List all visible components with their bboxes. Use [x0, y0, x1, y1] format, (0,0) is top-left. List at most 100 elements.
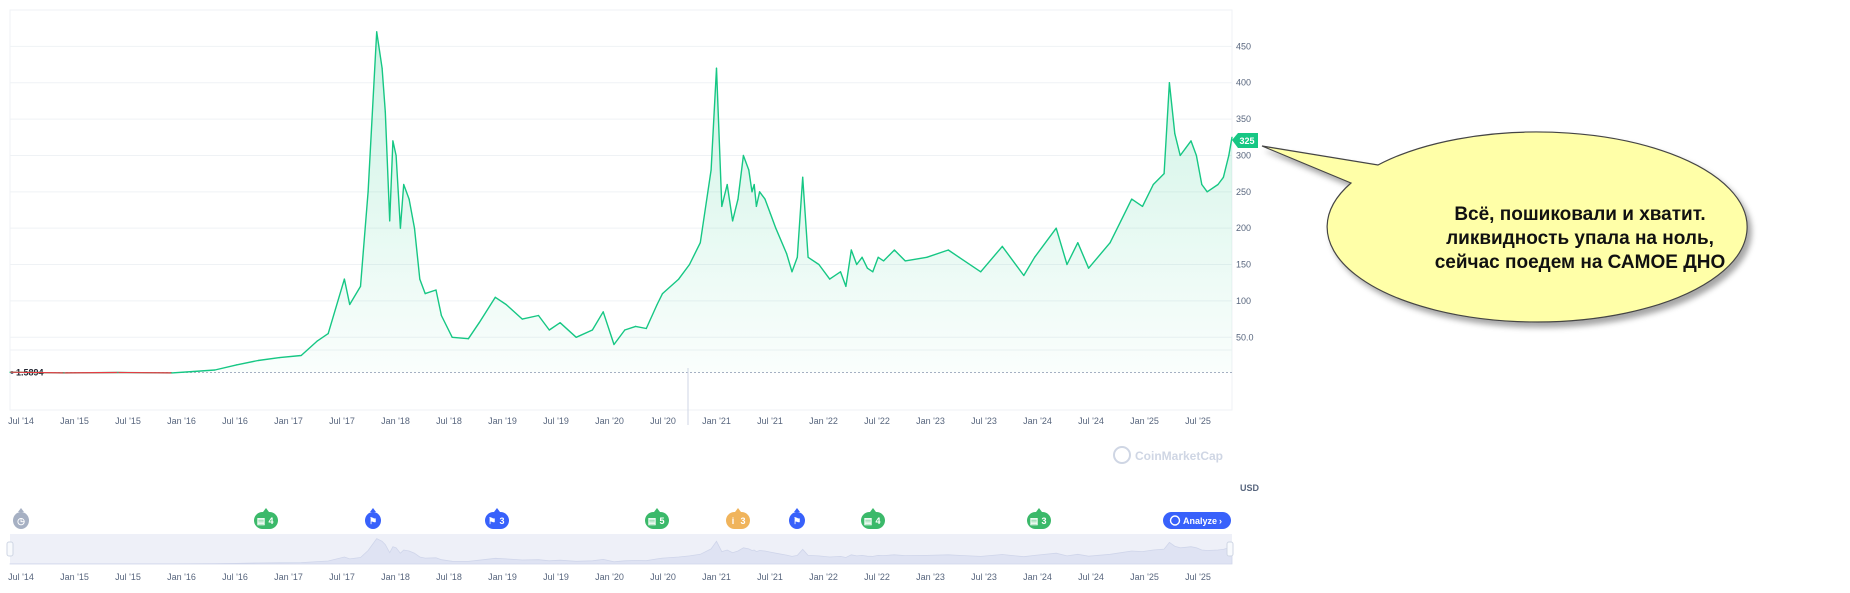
speech-bubble-line-1: Всё, пошиковали и хватит.	[1454, 204, 1705, 225]
event-marker-bg[interactable]	[254, 512, 278, 529]
event-marker-bg[interactable]	[13, 512, 29, 529]
price-point	[395, 154, 397, 157]
price-point	[1228, 154, 1230, 157]
event-marker-bg[interactable]	[789, 512, 805, 529]
price-point	[1034, 256, 1036, 258]
x-tick-label: Jul '20	[650, 416, 676, 426]
event-marker-flag[interactable]: ⚑	[365, 508, 381, 529]
event-marker-pointer	[370, 508, 376, 512]
price-point	[726, 183, 728, 186]
event-marker-doc[interactable]: ▤ 3	[1027, 508, 1051, 529]
price-point	[624, 329, 626, 331]
current-price-value: 325	[1239, 136, 1254, 146]
price-point	[678, 278, 680, 280]
price-point	[839, 271, 842, 273]
navigator-x-axis: Jul '14 Jan '15 Jul '15 Jan '16 Jul '16 Jan '…	[8, 572, 1211, 582]
price-point	[872, 271, 874, 273]
event-marker-bg[interactable]	[365, 512, 381, 529]
price-point	[1066, 263, 1068, 266]
price-point	[775, 227, 777, 229]
price-point	[721, 205, 723, 207]
doc-icon: ▤	[257, 516, 266, 526]
y-tick-label: 450	[1236, 41, 1251, 51]
event-marker-count: 3	[740, 516, 745, 526]
event-marker-bg[interactable]	[726, 512, 750, 529]
event-marker-bg[interactable]	[1027, 512, 1051, 529]
navigator-series	[9, 538, 1233, 565]
navigator-tick-label: Jan '23	[916, 572, 945, 582]
navigator-handle-right[interactable]	[1226, 541, 1234, 557]
analyze-icon	[1169, 515, 1181, 526]
price-point	[257, 359, 259, 362]
event-marker-pointer	[654, 508, 660, 512]
price-point	[850, 249, 852, 251]
event-marker-pointer	[18, 508, 24, 512]
event-marker-count: 4	[875, 516, 880, 526]
y-tick-label: 400	[1236, 78, 1251, 88]
price-point	[214, 369, 216, 371]
event-marker-flag[interactable]: ⚑ 3	[485, 508, 509, 529]
analyze-button-bg[interactable]	[1163, 512, 1231, 529]
x-tick-label: Jan '19	[488, 416, 517, 426]
price-point	[392, 140, 394, 142]
price-point	[947, 249, 949, 251]
x-tick-label: Jul '14	[8, 416, 34, 426]
price-point	[403, 183, 405, 186]
price-point	[1222, 176, 1224, 178]
price-point	[389, 220, 391, 222]
price-point	[235, 364, 238, 366]
event-marker-clock[interactable]: ◷	[13, 508, 29, 529]
current-price-tag: 325	[1232, 133, 1258, 148]
x-tick-label: Jul '24	[1078, 416, 1104, 426]
navigator-handle-left[interactable]	[6, 541, 14, 557]
navigator-tick-label: Jan '25	[1130, 572, 1159, 582]
flag-icon: ⚑	[369, 516, 377, 526]
price-point	[192, 370, 194, 373]
price-point	[785, 253, 788, 255]
x-tick-label: Jan '18	[381, 416, 410, 426]
event-marker-bg[interactable]	[645, 512, 669, 529]
event-marker-doc[interactable]: ▤ 5	[645, 508, 669, 529]
coinmarketcap-logo-icon	[1113, 446, 1131, 464]
price-point	[1179, 154, 1181, 157]
event-marker-bg[interactable]	[485, 512, 509, 529]
analyze-button[interactable]: Analyze ›	[1163, 512, 1231, 529]
event-markers: ◷ ▤ 4 ⚑ ⚑ 3 ▤ 5 i 3 ⚑ ▤ 4 ▤ 3	[13, 508, 1051, 529]
price-point	[748, 169, 750, 171]
navigator-tick-label: Jan '24	[1023, 572, 1052, 582]
price-point	[699, 242, 701, 244]
price-point	[376, 31, 378, 33]
price-point	[575, 336, 577, 338]
price-point	[758, 191, 761, 193]
event-marker-doc[interactable]: ▤ 4	[861, 508, 885, 529]
price-point	[737, 198, 739, 200]
navigator-tick-label: Jan '17	[274, 572, 303, 582]
price-point	[1120, 220, 1122, 222]
navigator-tick-label: Jul '19	[543, 572, 569, 582]
price-point	[1087, 267, 1090, 269]
event-marker-doc[interactable]: ▤ 4	[254, 508, 278, 529]
event-marker-count: 5	[659, 516, 664, 526]
event-marker-pointer	[263, 508, 269, 512]
event-marker-flag[interactable]: ⚑	[789, 508, 805, 529]
price-point	[9, 371, 11, 373]
x-tick-label: Jan '23	[916, 416, 945, 426]
navigator-tick-label: Jan '18	[381, 572, 410, 582]
price-point	[980, 271, 982, 273]
x-tick-label: Jan '16	[167, 416, 196, 426]
speech-bubble-line-2: ликвидность упала на ноль,	[1446, 228, 1714, 249]
y-tick-label: 200	[1236, 223, 1251, 233]
range-navigator[interactable]: Jul '14 Jan '15 Jul '15 Jan '16 Jul '16 Jan '…	[6, 534, 1234, 582]
navigator-tick-label: Jul '25	[1185, 572, 1211, 582]
x-tick-label: Jul '25	[1185, 416, 1211, 426]
price-point	[796, 256, 798, 258]
price-point	[715, 67, 718, 69]
x-tick-label: Jan '17	[274, 416, 303, 426]
price-point	[764, 198, 766, 200]
price-point	[742, 154, 745, 157]
price-point	[807, 256, 809, 258]
event-marker-bg[interactable]	[861, 512, 885, 529]
